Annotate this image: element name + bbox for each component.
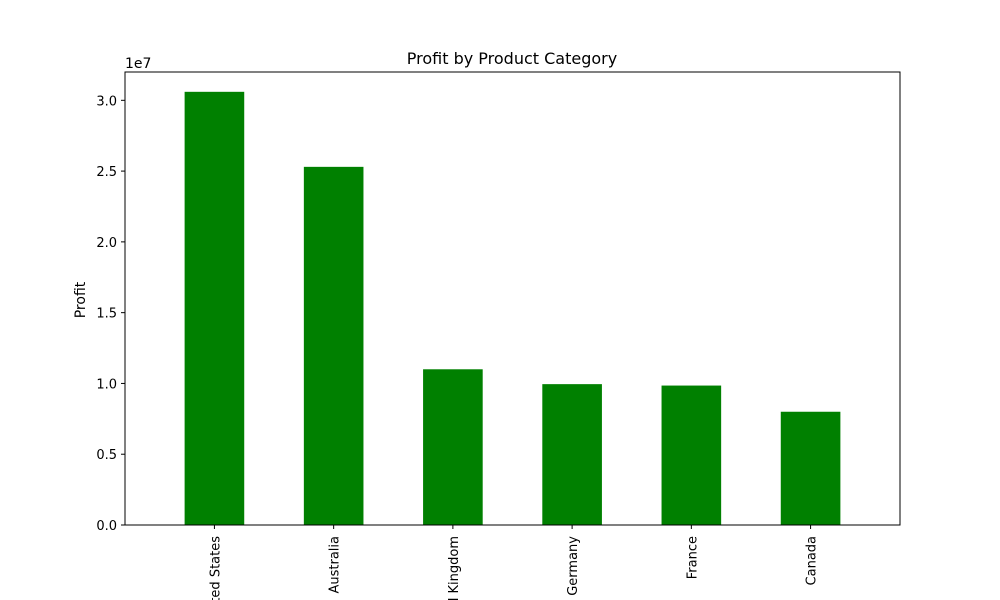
x-tick-label: United States — [208, 536, 223, 600]
y-tick-label: 0.5 — [96, 448, 117, 463]
bar-united-kingdom — [423, 369, 483, 525]
y-tick-label: 3.0 — [96, 94, 117, 109]
y-tick-label: 2.0 — [96, 236, 117, 251]
x-tick-label: Australia — [328, 536, 343, 594]
x-ticks-group: United States Australia United Kingdom Germ… — [208, 525, 819, 600]
bar-france — [662, 386, 722, 525]
bar-germany — [542, 384, 602, 525]
chart-title: Profit by Product Category — [407, 49, 617, 68]
y-tick-label: 1.0 — [96, 377, 117, 392]
x-tick-label: Germany — [566, 536, 581, 596]
x-tick-label: France — [685, 536, 700, 579]
y-ticks-group: 0.0 0.5 1.0 1.5 2.0 2.5 3.0 — [96, 94, 125, 534]
bar-united-states — [185, 92, 245, 525]
bar-australia — [304, 167, 364, 525]
bars-group — [185, 92, 841, 525]
bar-canada — [781, 412, 841, 525]
y-tick-label: 1.5 — [96, 307, 117, 322]
y-tick-label: 0.0 — [96, 519, 117, 534]
y-tick-label: 2.5 — [96, 165, 117, 180]
y-axis-label: Profit — [73, 281, 89, 318]
x-tick-label: United Kingdom — [447, 536, 462, 600]
x-tick-label: Canada — [805, 536, 820, 585]
y-offset-label: 1e7 — [125, 56, 151, 72]
